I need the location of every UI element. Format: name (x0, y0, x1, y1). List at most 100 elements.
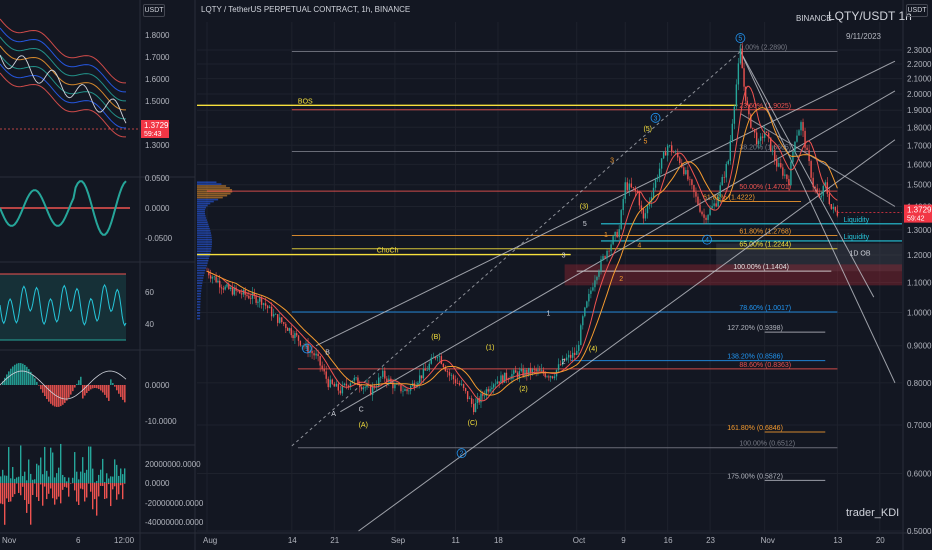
macd-bar (72, 385, 74, 392)
candle-body (366, 384, 368, 388)
candle-body (211, 277, 214, 279)
candle-body (634, 187, 637, 192)
candle-body (638, 192, 641, 206)
volume-profile-bar (197, 206, 207, 209)
volume-profile-bar (197, 181, 217, 184)
candle-body (616, 231, 618, 238)
volume-bar-up (24, 471, 26, 483)
candle-body (458, 383, 461, 385)
candle-body (636, 191, 639, 193)
time-tick-label: 18 (494, 536, 503, 545)
fib-label: 50.00% (1.4701) (739, 184, 791, 191)
candle-body (422, 368, 425, 379)
currency-button-main[interactable]: USDT (906, 4, 928, 17)
author-signature: trader_KDI (846, 507, 900, 519)
macd-bar (122, 385, 124, 400)
candle-body (814, 186, 816, 189)
candle-body (622, 198, 624, 211)
candle-body (784, 174, 786, 176)
candle-body (335, 383, 338, 387)
volume-bar-down (54, 483, 56, 505)
time-tick-label: 9 (621, 536, 626, 545)
candle-body (569, 354, 572, 358)
volume-bar-up (74, 452, 76, 483)
volume-bar-up (14, 478, 16, 483)
candle-body (364, 387, 366, 388)
macd-bar (38, 385, 40, 386)
left-band-line (0, 27, 126, 93)
candle-body (812, 177, 814, 187)
currency-button-left[interactable]: USDT (143, 4, 165, 17)
volume-bar-down (106, 483, 108, 499)
price-tick-label: 1.2000 (907, 251, 932, 260)
volume-bar-up (40, 457, 42, 483)
candle-body (830, 204, 833, 209)
candle-body (518, 371, 521, 378)
candle-body (582, 316, 584, 326)
volume-profile-bar (197, 309, 201, 311)
time-tick-label: 14 (288, 536, 297, 545)
wave-label: B (325, 350, 330, 357)
volume-bar-down (84, 483, 86, 502)
candle-body (297, 335, 300, 341)
candle-body (386, 378, 388, 383)
candle-body (224, 286, 226, 290)
candle-body (257, 301, 259, 303)
volume-bar-down (90, 483, 92, 492)
volume-bar-down (74, 483, 76, 491)
time-axis[interactable]: Aug 14 21 Sep 11 18 Oct 9 16 23 Nov 13 20 (203, 536, 885, 545)
volume-bar-down (100, 483, 102, 486)
drop-line-3 (740, 113, 896, 207)
candle-body (614, 231, 616, 237)
macd-bar (44, 385, 46, 397)
candle-body (713, 203, 715, 206)
candle-body (349, 383, 352, 387)
price-tick-label: 2.0000 (907, 90, 932, 99)
candle-body (496, 381, 499, 384)
macd-line (0, 370, 127, 400)
volume-profile-bar (197, 196, 223, 199)
candle-body (703, 214, 705, 218)
candle-body (507, 379, 509, 380)
volume-bar-up (66, 481, 68, 483)
fib-levels: 0.00% (2.2890) 23.60% (1.9025) 38.20% (1.6… (197, 45, 838, 481)
macd-bar (74, 385, 76, 388)
candle-body (307, 343, 309, 353)
fib-label: 0.00% (2.2890) (739, 45, 787, 52)
volume-bar-up (98, 474, 100, 483)
wave-circle (650, 112, 661, 123)
wave-circle (456, 448, 467, 459)
left-price-line (0, 54, 127, 124)
volume-profile-bar (197, 208, 206, 211)
volume-profile-bar (197, 236, 212, 239)
drop-line-1 (739, 51, 896, 384)
price-tick-label: 0.6000 (907, 470, 932, 479)
left-price-tick: 1.5000 (145, 97, 170, 106)
volume-bar-down (62, 483, 64, 490)
candle-body (687, 170, 689, 180)
volume-bar-down (98, 483, 100, 497)
volume-bar-up (4, 475, 6, 483)
candle-body (572, 352, 574, 358)
volume-bar-down (36, 483, 38, 498)
channel-lower-line (358, 139, 896, 532)
candle-body (646, 205, 649, 214)
candle-body (707, 214, 709, 220)
candle-body (804, 130, 806, 148)
candle-body (228, 284, 230, 289)
candle-body (516, 372, 519, 378)
candle-body (246, 294, 248, 296)
candle-body (281, 317, 283, 323)
candle-body (836, 210, 839, 216)
macd-bar (4, 377, 6, 385)
macd-bar (100, 385, 102, 391)
moving-average-fast (206, 85, 838, 402)
volume-bar-up (10, 478, 12, 483)
candle-body (493, 384, 495, 388)
macd-bar (68, 385, 70, 398)
macd-bar (48, 385, 50, 402)
candle-body (325, 371, 327, 379)
price-axis[interactable]: 2.3000 2.2000 2.1000 2.0000 1.9000 1.8000 1.70… (904, 46, 932, 536)
left-band-line (0, 36, 126, 102)
volume-bar-down (76, 483, 78, 502)
